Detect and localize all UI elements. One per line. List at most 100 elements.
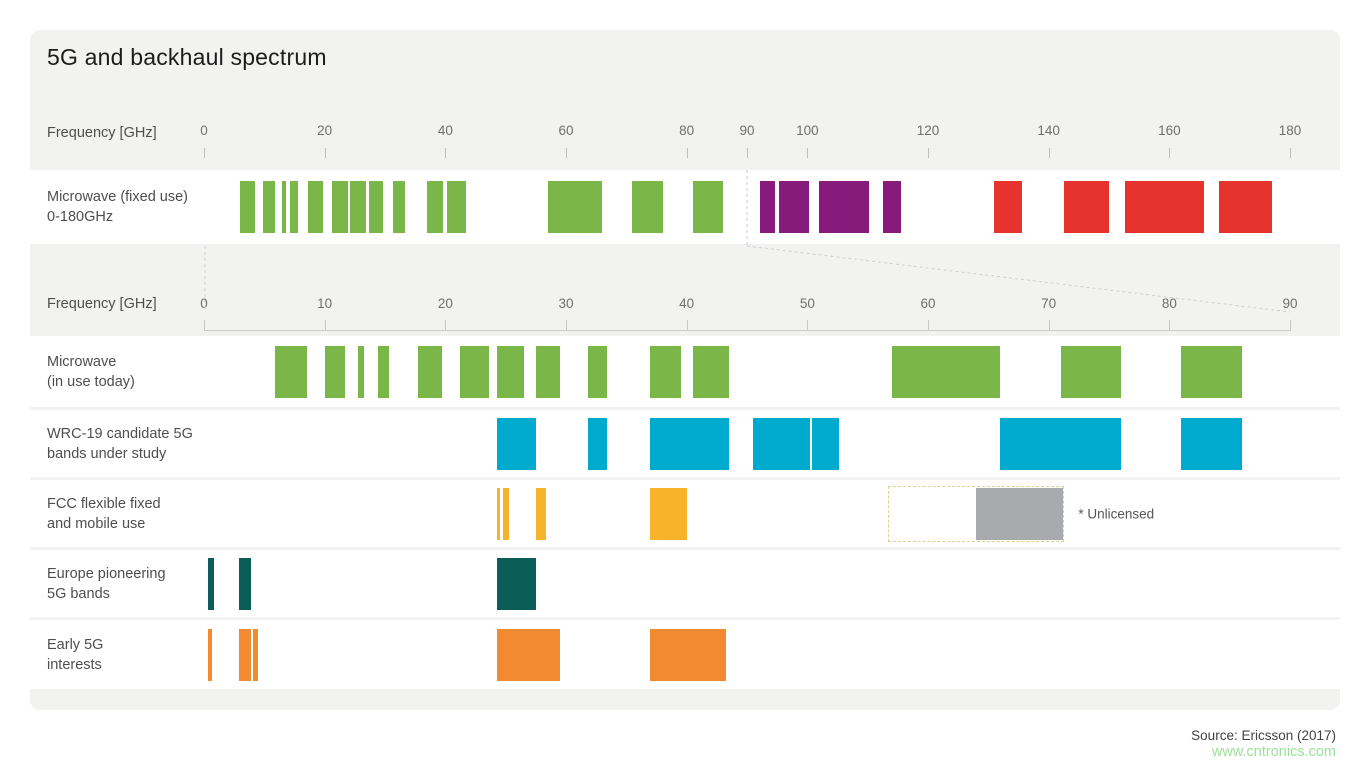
band-green [547, 181, 603, 233]
band-unlicensed-gray [976, 487, 1064, 540]
tick-mark [324, 148, 326, 158]
row-fcc-flexible-use: FCC flexible fixed and mobile use * Unli… [30, 480, 1340, 547]
band-green [650, 345, 681, 398]
chart-panel: 5G and backhaul spectrum Frequency [GHz]… [30, 30, 1340, 710]
band-green [239, 181, 256, 233]
axis2-baseline [204, 330, 1291, 331]
band-container [30, 170, 1340, 244]
tick-mark [1290, 320, 1291, 330]
band-orange [208, 628, 213, 681]
tick-label: 90 [1282, 296, 1298, 311]
row-label-line2: 5G bands [47, 585, 110, 602]
tick-label: 90 [739, 123, 755, 138]
row-label-line2: 0-180GHz [47, 209, 114, 225]
band-cyan [496, 417, 536, 470]
band-container [30, 620, 1340, 689]
row-label-line1: Microwave (fixed use) [47, 189, 189, 205]
unlicensed-dashed-box [888, 485, 1065, 542]
band-green [324, 345, 346, 398]
row-label: Europe pioneering 5G bands [47, 564, 166, 604]
chart-title: 5G and backhaul spectrum [47, 44, 327, 70]
band-cyan [650, 417, 729, 470]
row-europe-pioneering-bands: Europe pioneering 5G bands [30, 550, 1340, 617]
band-red [1219, 181, 1272, 233]
tick-mark [566, 148, 567, 158]
band-amber [535, 487, 547, 540]
tick-mark [1169, 320, 1171, 330]
tick-label: 60 [920, 296, 936, 311]
axis1-frequency-label: Frequency [GHz] [47, 125, 157, 141]
band-green [331, 181, 348, 233]
band-green [587, 345, 608, 398]
row-label-line2: and mobile use [47, 515, 146, 532]
band-green [350, 181, 366, 233]
band-cyan [587, 417, 608, 470]
band-container [30, 410, 1340, 477]
row-label: Microwave (fixed use) 0-180GHz [47, 187, 188, 227]
tick-mark [1048, 320, 1050, 330]
band-green [392, 181, 406, 233]
band-orange [238, 628, 252, 681]
unlicensed-note: * Unlicensed [1078, 506, 1155, 521]
row-early-5g-interests: Early 5G interests [30, 620, 1340, 689]
band-green [290, 181, 298, 233]
tick-label: 0 [200, 123, 208, 138]
band-green [377, 345, 390, 398]
band-teal [207, 557, 214, 610]
band-green [447, 181, 467, 233]
band-green [692, 345, 729, 398]
row-label-line1: FCC flexible fixed [47, 495, 161, 512]
row-microwave-in-use-today: Microwave (in use today) [30, 336, 1340, 407]
row-wrc19-candidate-bands: WRC-19 candidate 5G bands under study [30, 410, 1340, 477]
source-credit: Source: Ericsson (2017) [1191, 728, 1336, 743]
band-green [417, 345, 442, 398]
band-container: * Unlicensed [30, 480, 1340, 547]
band-cyan [812, 417, 839, 470]
band-purple [778, 181, 810, 233]
tick-mark [566, 320, 567, 330]
tick-mark [928, 320, 929, 330]
row-label-line1: Europe pioneering [47, 565, 166, 582]
band-green [357, 345, 364, 398]
band-green [1060, 345, 1122, 398]
tick-mark [747, 148, 748, 158]
tick-label: 30 [558, 296, 574, 311]
row-label-line2: bands under study [47, 445, 167, 462]
band-green [459, 345, 489, 398]
band-green [281, 181, 287, 233]
watermark-text: www.cntronics.com [1211, 744, 1336, 760]
tick-label: 80 [1161, 296, 1177, 311]
tick-mark [807, 320, 809, 330]
band-cyan [753, 417, 810, 470]
band-orange [496, 628, 560, 681]
row-label-line2: interests [47, 656, 102, 673]
band-green [427, 181, 443, 233]
tick-mark [807, 148, 809, 158]
row-label-line1: Microwave [47, 353, 117, 370]
tick-label: 40 [437, 123, 453, 138]
row-microwave-fixed-use: Microwave (fixed use) 0-180GHz [30, 170, 1340, 244]
tick-mark [445, 320, 447, 330]
tick-label: 0 [200, 296, 208, 311]
band-container [30, 550, 1340, 617]
band-cyan [1000, 417, 1122, 470]
band-green [308, 181, 323, 233]
band-green [692, 181, 723, 233]
tick-label: 40 [679, 296, 695, 311]
band-green [891, 345, 1001, 398]
row-label: Early 5G interests [47, 635, 103, 675]
tick-label: 180 [1278, 123, 1302, 138]
band-red [994, 181, 1022, 233]
tick-mark [1048, 148, 1050, 158]
row-label: FCC flexible fixed and mobile use [47, 494, 161, 534]
band-green [263, 181, 275, 233]
tick-mark [1290, 148, 1291, 158]
tick-mark [928, 148, 929, 158]
tick-label: 60 [558, 123, 574, 138]
band-green [1181, 345, 1242, 398]
axis1-ticks: 0 20 40 60 80 90 100 120 140 160 180 [30, 123, 1340, 163]
tick-label: 120 [916, 123, 940, 138]
tick-label: 20 [437, 296, 453, 311]
tick-mark [1169, 148, 1171, 158]
band-orange [253, 628, 259, 681]
